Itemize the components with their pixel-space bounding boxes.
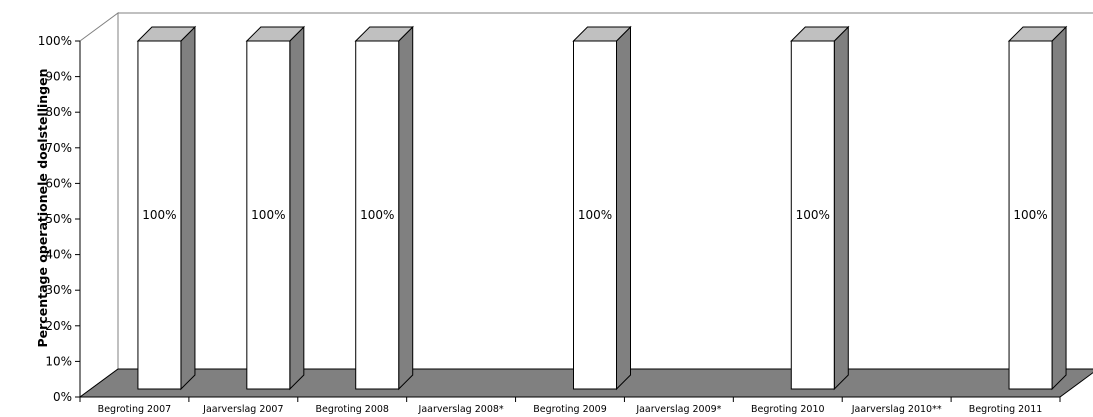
y-tick-label: 0%: [53, 390, 72, 404]
y-tick-label: 30%: [45, 283, 72, 297]
x-category-label: Jaarverslag 2007: [202, 404, 283, 415]
x-category-label: Begroting 2007: [98, 404, 172, 415]
data-label: 100%: [578, 208, 612, 222]
bar-front: [790, 40, 835, 390]
x-category-label: Begroting 2009: [533, 404, 607, 415]
data-label: 100%: [1013, 208, 1047, 222]
x-category-label: Jaarverslag 2010**: [851, 404, 942, 415]
bar-side: [398, 25, 414, 391]
x-category-label: Begroting 2010: [751, 404, 825, 415]
data-label: 100%: [142, 208, 176, 222]
y-axis-title: Percentage operationele doelstellingen: [35, 69, 50, 348]
side-wall: [79, 12, 119, 398]
y-tick-label: 60%: [45, 176, 72, 190]
y-tick-label: 100%: [38, 34, 72, 48]
bar: 100%: [136, 25, 197, 391]
bar: 100%: [790, 25, 850, 391]
y-tick-label: 50%: [45, 212, 72, 226]
data-label: 100%: [360, 208, 394, 222]
bar-front: [355, 40, 400, 390]
y-tick-label: 20%: [45, 319, 72, 333]
bar: 100%: [572, 25, 632, 391]
x-axis: Begroting 2007 Jaarverslag 2007 Begroting …: [79, 396, 1061, 415]
y-tick-label: 90%: [45, 70, 72, 84]
x-category-label: Begroting 2008: [315, 404, 389, 415]
y-tick-label: 10%: [45, 354, 72, 368]
y-tick-label: 80%: [45, 105, 72, 119]
data-label: 100%: [796, 208, 830, 222]
bar-side: [833, 25, 849, 391]
y-tick-label: 40%: [45, 248, 72, 262]
bar-front: [573, 40, 617, 390]
bar-side: [180, 25, 196, 391]
x-category-label: Begroting 2011: [969, 404, 1043, 415]
bar-side: [616, 25, 631, 391]
bar-front: [1008, 40, 1053, 390]
bar: 100%: [1007, 25, 1068, 391]
data-label: 100%: [251, 208, 285, 222]
bars: 100% 100% 100% 100% 100% 100%: [136, 25, 1068, 391]
x-category-label: Jaarverslag 2009*: [635, 404, 721, 415]
bar: 100%: [245, 25, 306, 391]
bar: 100%: [354, 25, 414, 391]
bar-front: [246, 40, 291, 390]
y-axis: 0% 10% 20% 30% 40% 50% 60% 70% 80% 90% 100%: [38, 34, 81, 404]
bar-side: [289, 25, 305, 391]
x-category-label: Jaarverslag 2008*: [418, 404, 504, 415]
bar-side: [1051, 25, 1067, 391]
y-tick-label: 70%: [45, 141, 72, 155]
bar-front: [137, 40, 182, 390]
